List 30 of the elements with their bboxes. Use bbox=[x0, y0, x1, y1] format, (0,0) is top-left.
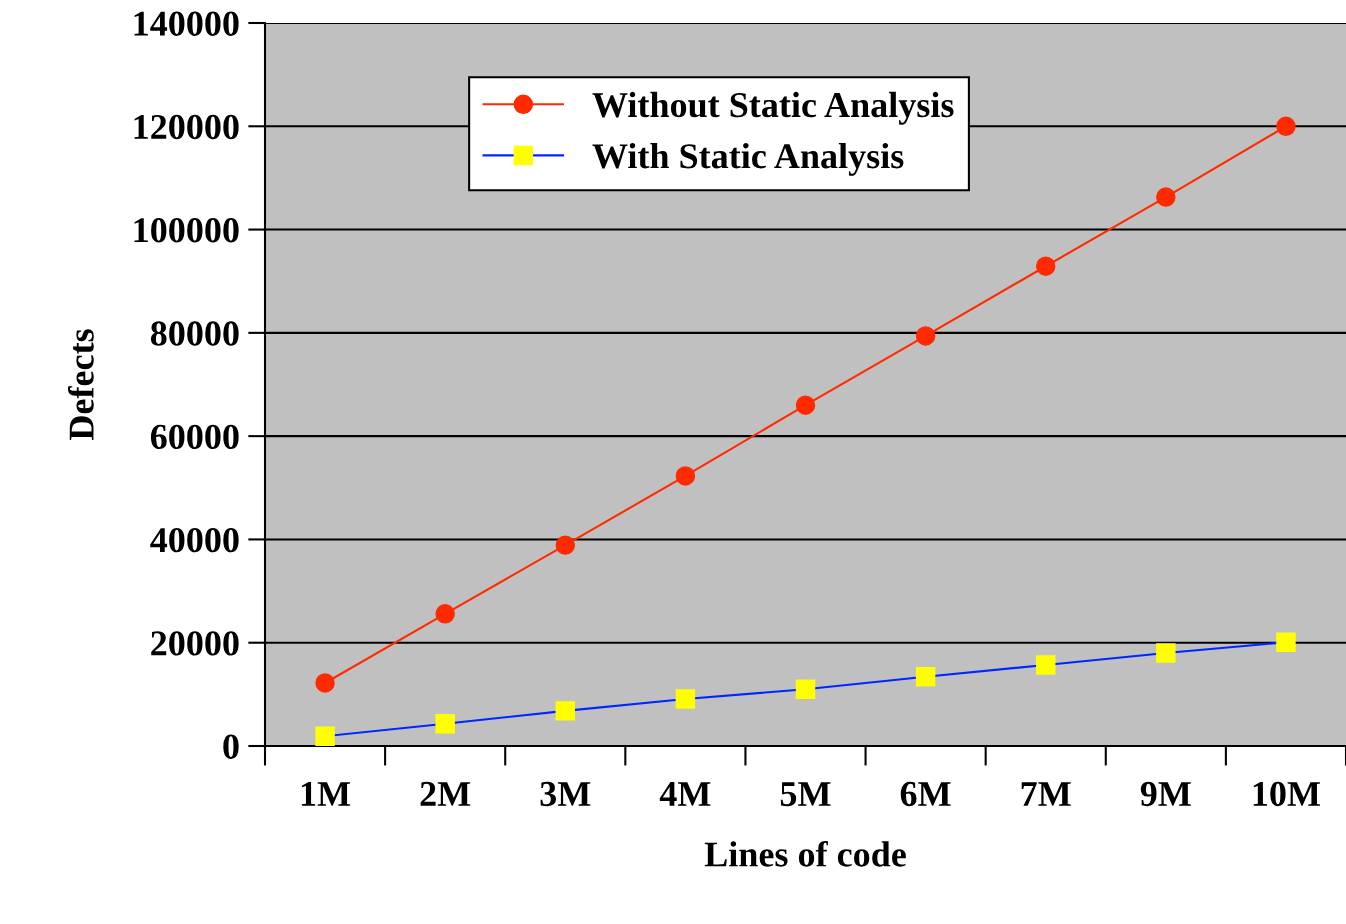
y-tick-label: 140000 bbox=[134, 11, 239, 36]
point bbox=[795, 395, 816, 415]
point bbox=[1035, 256, 1056, 276]
legend-label: With Static Analysis bbox=[592, 143, 904, 176]
y-tick-label: 100000 bbox=[134, 218, 239, 243]
point bbox=[1276, 116, 1296, 137]
x-axis-title: Lines of code bbox=[704, 840, 906, 867]
point bbox=[675, 466, 696, 486]
point bbox=[915, 326, 936, 346]
y-tick-label: 20000 bbox=[151, 631, 239, 656]
x-tick-label: 5M bbox=[780, 782, 831, 807]
point bbox=[435, 604, 455, 624]
point bbox=[555, 535, 576, 555]
y-tick-label: 120000 bbox=[134, 114, 239, 140]
x-tick-label: 10M bbox=[1253, 781, 1320, 807]
x-tick-label: 3M bbox=[540, 781, 591, 807]
y-tick-label: 0 bbox=[223, 734, 239, 759]
x-tick-label: 7M bbox=[1021, 782, 1071, 806]
y-tick-label: 40000 bbox=[150, 527, 239, 553]
x-tick-label: 1M bbox=[301, 781, 351, 806]
y-tick-label: 80000 bbox=[150, 321, 239, 346]
point bbox=[315, 673, 335, 693]
point bbox=[1156, 187, 1176, 207]
legend-label: Without Static Analysis bbox=[592, 91, 954, 125]
x-tick-label: 6M bbox=[900, 781, 951, 807]
x-tick-label: 2M bbox=[420, 781, 471, 806]
x-tick-label: 9M bbox=[1140, 781, 1191, 807]
y-axis-title: Defects bbox=[68, 329, 94, 440]
x-tick-label: 4M bbox=[659, 782, 711, 806]
y-tick-label: 60000 bbox=[150, 424, 239, 450]
